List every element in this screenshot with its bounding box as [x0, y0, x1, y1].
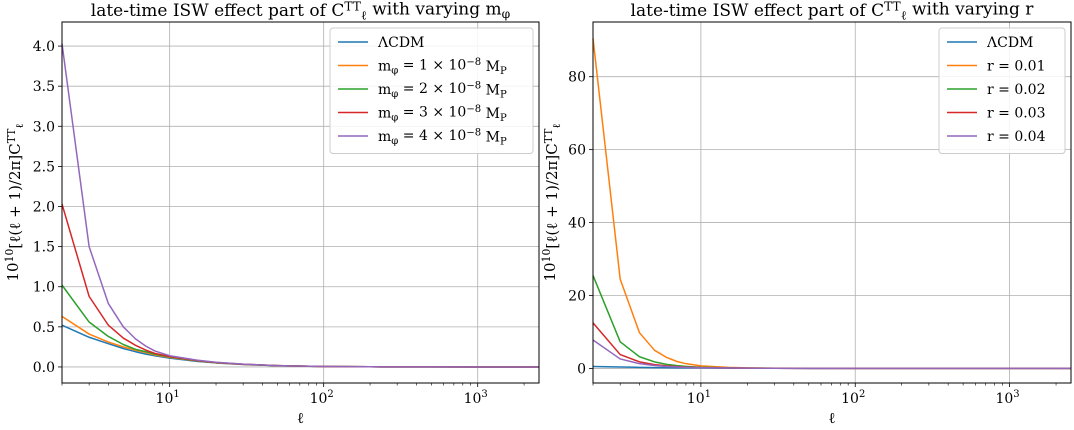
series-line-4	[61, 43, 539, 368]
y-tick-label: 2.0	[33, 200, 55, 216]
series-line-1	[61, 315, 539, 368]
x-tick-label: 103	[995, 389, 1019, 407]
chart-title: late-time ISW effect part of CTTℓ​ with …	[91, 0, 511, 23]
x-axis-label: ℓ	[828, 409, 835, 427]
y-axis-label: 1010​[ℓ(ℓ + 1)/2π]CTTℓ​	[540, 124, 563, 282]
y-tick-label: 40	[568, 216, 586, 232]
plot-frame	[61, 21, 540, 384]
series-line-3	[592, 322, 1071, 370]
x-tick-label: 101	[156, 389, 180, 407]
x-tick-label: 101	[687, 389, 711, 407]
legend-label-2: r = 0.02	[987, 82, 1046, 98]
series-line-0	[61, 324, 539, 368]
y-tick-label: 80	[568, 70, 586, 86]
y-tick-label: 1.5	[33, 240, 55, 256]
y-axis-label: 1010​[ℓ(ℓ + 1)/2π]CTTℓ​	[3, 124, 26, 282]
legend-label-4: mφ​ = 4 × 10−8​ MP​	[378, 127, 507, 147]
legend-label-2: mφ​ = 2 × 10−8​ MP​	[378, 80, 507, 100]
y-tick-label: 3.0	[33, 119, 55, 135]
right-chart-panel: 101 102 103 0 20 40 60 80 late-time ISW effect p…	[540, 0, 1072, 427]
y-tick-label: 2.5	[33, 159, 55, 175]
legend: ΛCDM r = 0.01 r = 0.02 r = 0.03 r = 0.04	[938, 27, 1066, 154]
legend-label-1: mφ​ = 1 × 10−8​ MP​	[378, 57, 507, 77]
legend-label-1: r = 0.01	[987, 59, 1046, 75]
legend-label-0: ΛCDM	[377, 35, 424, 51]
legend-label-4: r = 0.04	[987, 129, 1046, 145]
plot-frame	[592, 21, 1072, 384]
x-tick-label: 103	[464, 389, 488, 407]
y-tick-label: 0.0	[33, 360, 55, 376]
legend-box	[329, 27, 534, 154]
x-tick-label: 102	[310, 389, 334, 407]
y-tick-label: 3.5	[33, 79, 55, 95]
legend: ΛCDM mφ​ = 1 × 10−8​ MP​ mφ​ = 2 × 10−8​ M…	[329, 27, 534, 154]
y-tick-label: 1.0	[33, 280, 55, 296]
y-tick-label: 0.5	[33, 320, 55, 336]
y-tick-label: 20	[568, 288, 586, 304]
left-chart-panel: 101 102 103 0.0 0.5 1.0 1.5 2.0 2.5 3.0 3.5 4.0 late…	[3, 0, 540, 427]
y-tick-label: 0	[577, 361, 586, 377]
series-line-3	[61, 203, 539, 368]
legend-box	[938, 27, 1066, 154]
series-line-2	[61, 284, 539, 368]
x-tick-label: 102	[841, 389, 865, 407]
legend-label-3: mφ​ = 3 × 10−8​ MP​	[378, 104, 507, 124]
legend-label-0: ΛCDM	[986, 35, 1033, 51]
series-line-2	[592, 275, 1071, 370]
y-tick-label: 4.0	[33, 39, 55, 55]
chart-title: late-time ISW effect part of CTTℓ​ with …	[631, 0, 1035, 23]
series-line-4	[592, 339, 1071, 370]
x-axis-label: ℓ	[297, 409, 304, 427]
y-tick-label: 60	[568, 143, 586, 159]
legend-label-3: r = 0.03	[987, 106, 1046, 122]
